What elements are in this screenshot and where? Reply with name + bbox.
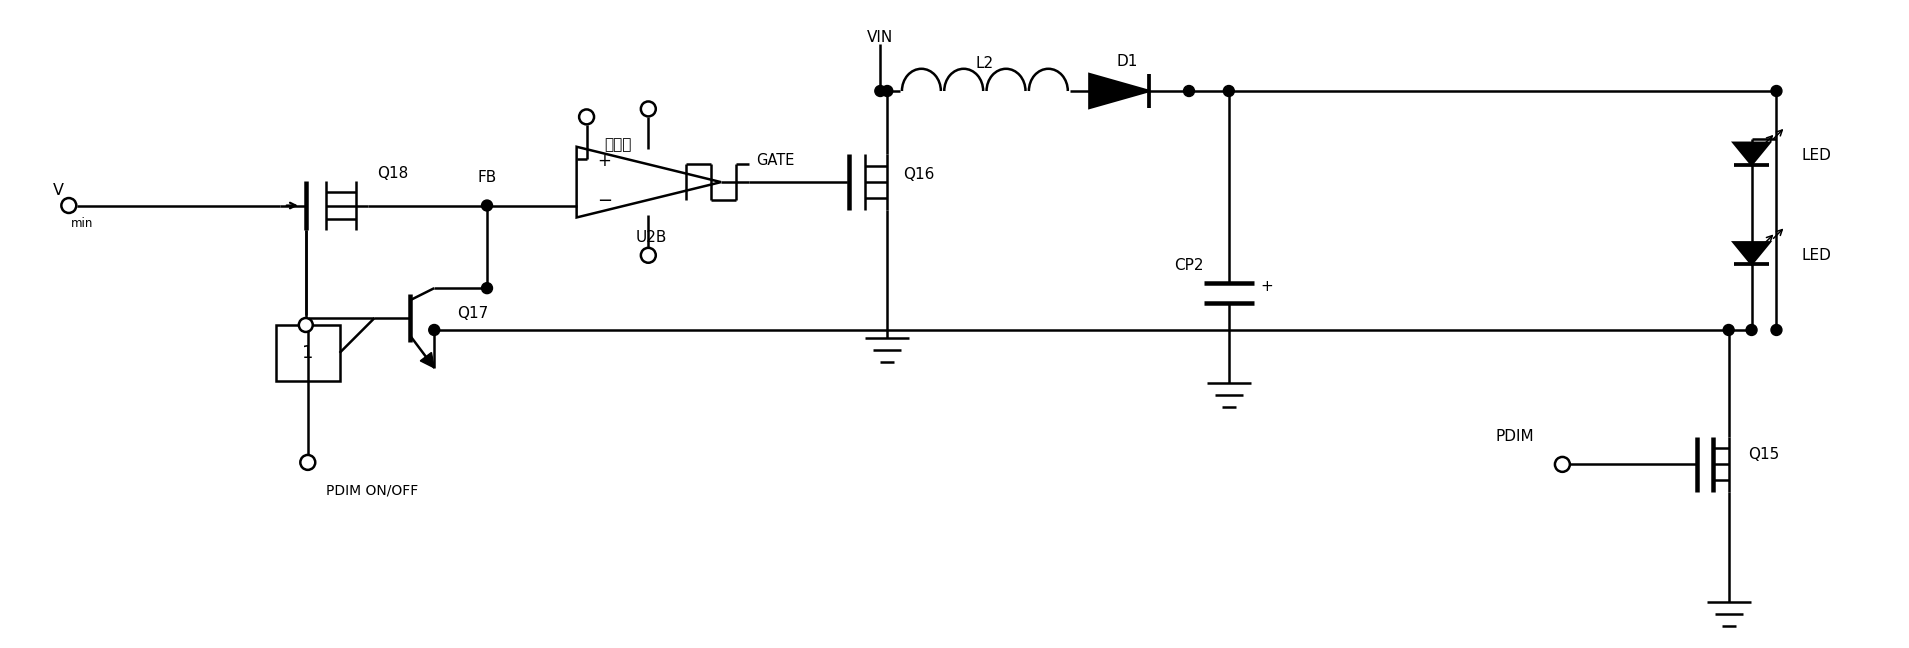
Text: Q17: Q17 xyxy=(456,306,489,321)
Text: VIN: VIN xyxy=(867,30,893,45)
Text: PDIM: PDIM xyxy=(1497,429,1535,444)
Text: D1: D1 xyxy=(1117,54,1138,69)
Circle shape xyxy=(641,248,657,262)
Circle shape xyxy=(481,283,493,294)
Text: min: min xyxy=(71,218,94,231)
Text: −: − xyxy=(598,192,613,209)
Circle shape xyxy=(481,200,493,211)
Text: +: + xyxy=(598,152,611,170)
Circle shape xyxy=(874,86,886,97)
Text: FB: FB xyxy=(477,170,496,185)
Text: U2B: U2B xyxy=(636,230,666,245)
Polygon shape xyxy=(420,353,433,368)
Circle shape xyxy=(1556,457,1569,472)
Text: L2: L2 xyxy=(975,56,995,71)
Circle shape xyxy=(1184,86,1195,97)
Circle shape xyxy=(1747,325,1756,336)
Circle shape xyxy=(1772,325,1781,336)
Circle shape xyxy=(882,86,893,97)
Text: Q15: Q15 xyxy=(1749,447,1779,462)
Circle shape xyxy=(641,102,657,117)
Text: LED: LED xyxy=(1802,248,1831,263)
Text: GATE: GATE xyxy=(756,153,794,168)
Circle shape xyxy=(578,110,594,124)
Polygon shape xyxy=(1733,143,1770,165)
Text: LED: LED xyxy=(1802,148,1831,163)
Text: V: V xyxy=(53,183,63,198)
Text: CP2: CP2 xyxy=(1174,258,1203,273)
Circle shape xyxy=(1724,325,1733,336)
Text: Q18: Q18 xyxy=(378,166,409,181)
Polygon shape xyxy=(1090,74,1149,108)
Text: PDIM ON/OFF: PDIM ON/OFF xyxy=(326,483,418,497)
Text: +: + xyxy=(1260,279,1273,294)
Circle shape xyxy=(430,325,439,336)
Polygon shape xyxy=(1733,242,1770,264)
Circle shape xyxy=(61,198,76,213)
Circle shape xyxy=(300,318,313,332)
Text: 三角波: 三角波 xyxy=(605,137,632,152)
Circle shape xyxy=(300,455,315,470)
Circle shape xyxy=(1224,86,1235,97)
Bar xyxy=(277,325,340,381)
Text: 1: 1 xyxy=(302,344,313,362)
Circle shape xyxy=(1772,86,1781,97)
Text: Q16: Q16 xyxy=(903,167,935,181)
